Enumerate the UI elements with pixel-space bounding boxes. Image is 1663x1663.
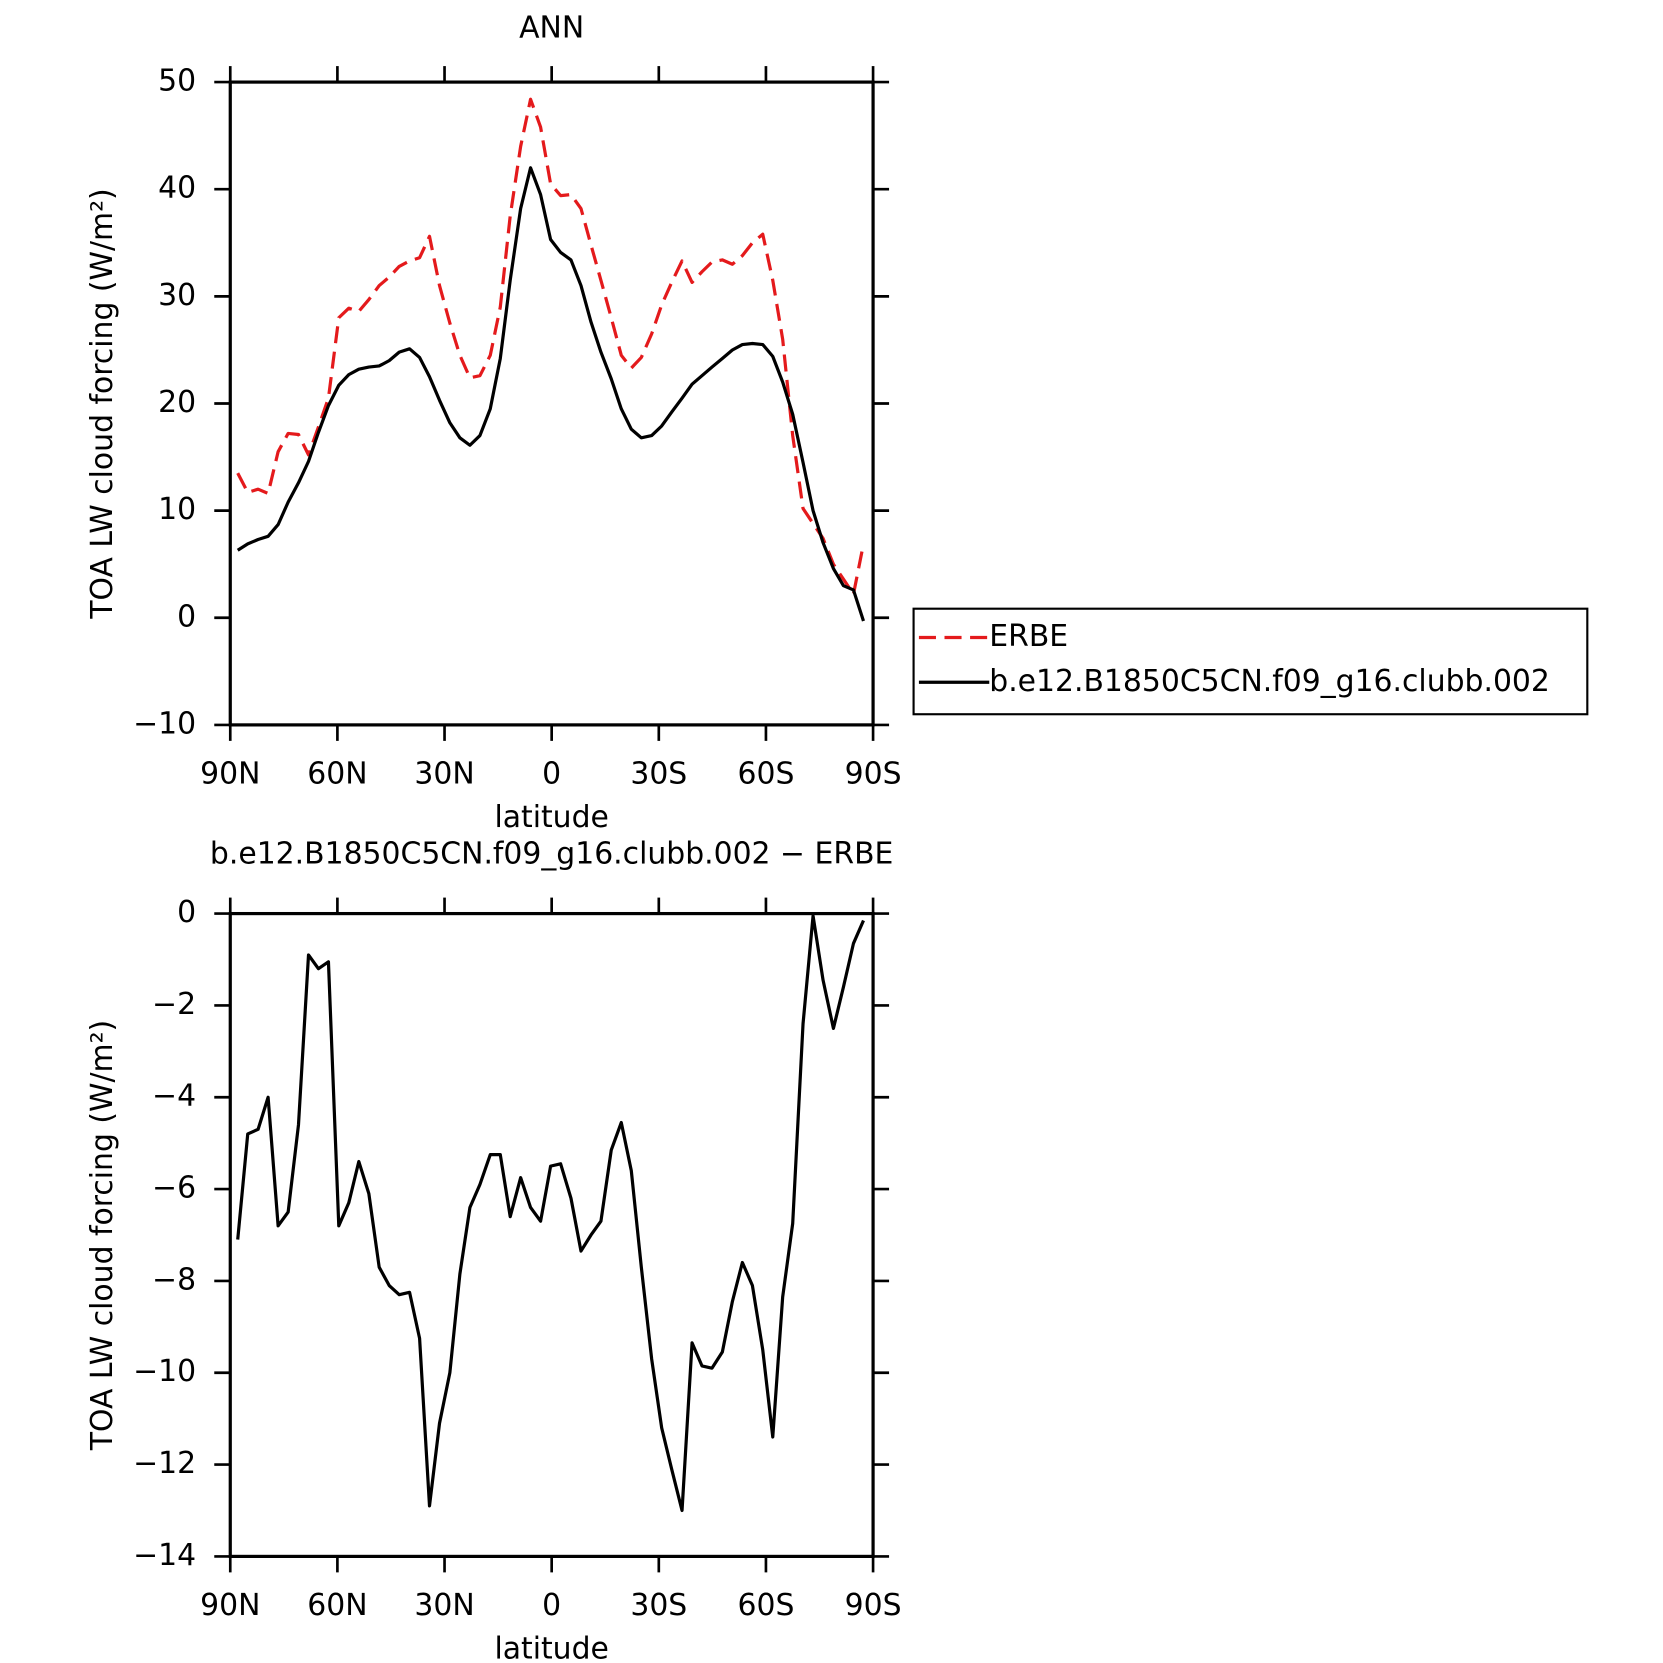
x-tick-label: 30S <box>630 757 687 792</box>
legend-box <box>912 607 1589 716</box>
x-axis-label: latitude <box>494 1632 608 1663</box>
x-tick-label: 60N <box>307 757 367 792</box>
x-tick-label: 90S <box>845 757 902 792</box>
y-tick-label: 40 <box>158 171 196 206</box>
data-line <box>236 97 866 596</box>
y-axis-label: TOA LW cloud forcing (W/m²) <box>85 1020 120 1451</box>
x-tick-label: 90N <box>200 757 260 792</box>
y-tick-label: 0 <box>177 895 196 930</box>
x-tick-label: 60S <box>737 1588 794 1623</box>
x-tick-label: 30S <box>630 1588 687 1623</box>
x-tick-label: 90S <box>845 1588 902 1623</box>
legend-label: b.e12.B1850C5CN.f09_g16.clubb.002 <box>989 664 1550 699</box>
y-axis-label: TOA LW cloud forcing (W/m²) <box>85 188 120 619</box>
y-tick-label: −12 <box>133 1446 196 1481</box>
x-tick-label: 60S <box>737 757 794 792</box>
x-tick-label: 30N <box>414 757 474 792</box>
y-tick-label: −14 <box>133 1538 196 1573</box>
y-tick-label: −4 <box>152 1079 196 1114</box>
x-tick-label: 90N <box>200 1588 260 1623</box>
chart-title: ANN <box>519 10 584 45</box>
y-tick-label: 10 <box>158 492 196 527</box>
y-tick-label: −10 <box>133 706 196 741</box>
data-line <box>236 914 865 1513</box>
y-tick-label: −6 <box>152 1171 196 1206</box>
plot-frame <box>228 80 875 727</box>
y-tick-label: −2 <box>152 987 196 1022</box>
x-tick-label: 0 <box>542 757 561 792</box>
data-line <box>236 166 866 622</box>
x-axis-label: latitude <box>494 800 608 835</box>
y-tick-label: −10 <box>133 1354 196 1389</box>
x-tick-label: 60N <box>307 1588 367 1623</box>
y-tick-label: 20 <box>158 385 196 420</box>
y-tick-label: 50 <box>158 64 196 99</box>
y-tick-label: −8 <box>152 1262 196 1297</box>
x-tick-label: 30N <box>414 1588 474 1623</box>
x-tick-label: 0 <box>542 1588 561 1623</box>
chart-title: b.e12.B1850C5CN.f09_g16.clubb.002 − ERBE <box>210 836 893 871</box>
y-tick-label: 30 <box>158 278 196 313</box>
y-tick-label: 0 <box>177 599 196 634</box>
plot-frame <box>228 911 875 1558</box>
legend-label: ERBE <box>989 619 1068 654</box>
